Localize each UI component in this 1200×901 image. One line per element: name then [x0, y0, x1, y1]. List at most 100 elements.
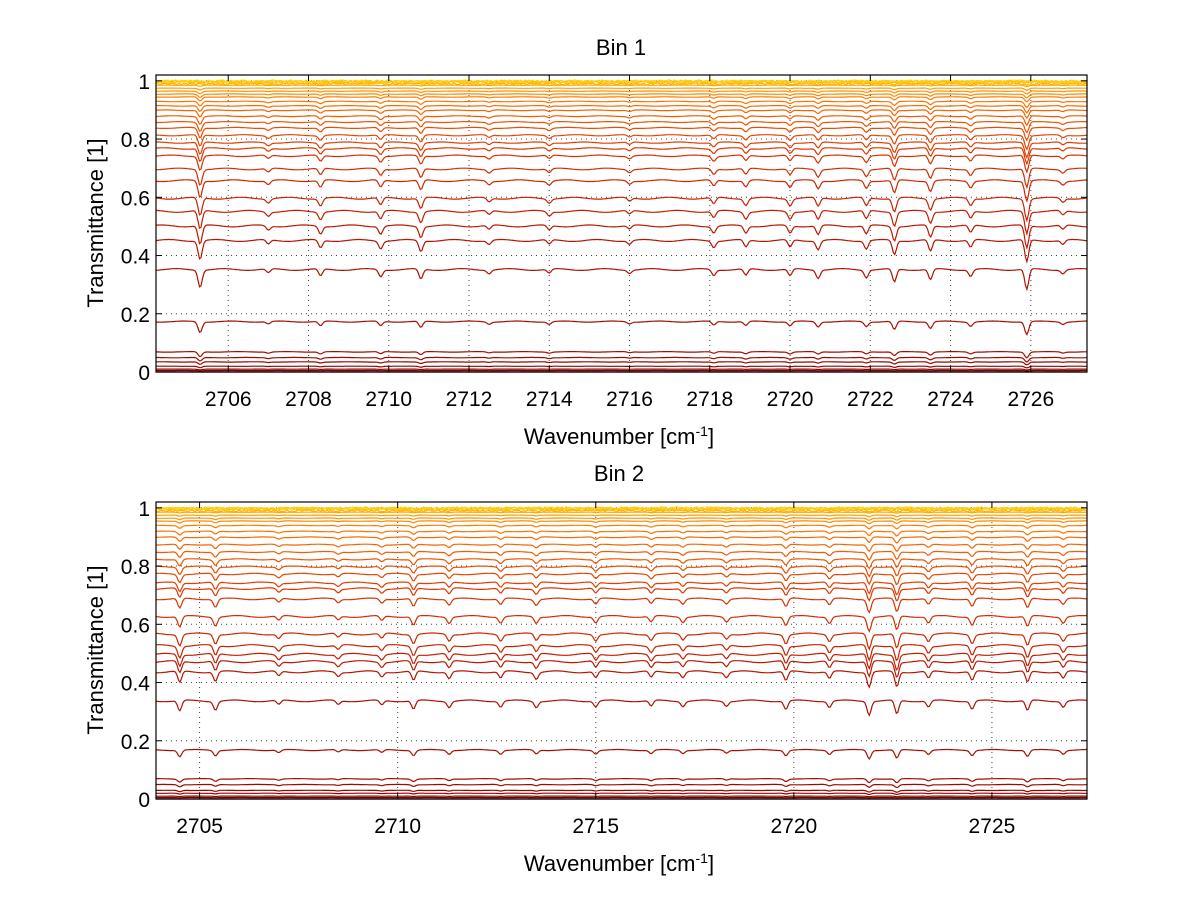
transmittance-series: [156, 104, 1087, 114]
y-tick-label: 0.6: [121, 614, 150, 637]
transmittance-series: [156, 543, 1087, 553]
transmittance-series: [156, 96, 1088, 103]
x-tick-label: 2710: [365, 388, 412, 411]
y-tick-label: 0.4: [121, 246, 151, 269]
y-axis-label: Transmittance [1]: [83, 138, 108, 307]
x-tick-label: 2720: [767, 388, 814, 411]
transmittance-series: [156, 572, 1088, 586]
transmittance-series: [155, 147, 1088, 166]
transmittance-series: [156, 351, 1087, 359]
y-tick-label: 0.8: [121, 556, 150, 579]
transmittance-series: [156, 121, 1087, 134]
plot-title: Bin 2: [594, 461, 644, 486]
transmittance-series: [156, 320, 1088, 336]
transmittance-series: [156, 369, 1087, 372]
x-axis-label: Wavenumber [cm-1]: [524, 850, 714, 876]
transmittance-series: [155, 509, 1088, 513]
y-tick-label: 0: [138, 362, 150, 385]
x-tick-label: 2705: [176, 815, 223, 838]
x-tick-label: 2714: [526, 388, 573, 411]
x-axis-label-end: ]: [708, 851, 714, 876]
transmittance-series: [156, 356, 1087, 363]
axes-box: [155, 501, 1088, 800]
transmittance-series: [156, 84, 1087, 88]
transmittance-series: [155, 368, 1087, 371]
x-axis-label-sup: -1: [696, 423, 709, 439]
transmittance-series: [156, 365, 1087, 369]
x-ticks: 2705 2710 2715 2720 2725: [176, 502, 1015, 838]
x-tick-label: 2708: [285, 388, 332, 411]
x-axis-label: Wavenumber [cm-1]: [524, 423, 714, 449]
y-tick-label: 1: [138, 498, 150, 521]
x-tick-label: 2712: [446, 388, 493, 411]
transmittance-series: [155, 267, 1088, 292]
x-tick-label: 2706: [205, 388, 252, 411]
plot-bin-2: Bin 2 2705 2710 2715 2720 2725 0 0.2 0.4 0.6 0.8…: [83, 461, 1088, 876]
transmittance-series: [155, 109, 1087, 119]
transmittance-series: [155, 79, 1088, 83]
x-tick-label: 2725: [969, 815, 1016, 838]
transmittance-series: [156, 783, 1087, 789]
y-tick-label: 1: [138, 71, 150, 94]
transmittance-series: [156, 792, 1087, 796]
transmittance-series: [155, 507, 1087, 512]
axes-box: [155, 74, 1088, 373]
transmittance-series: [155, 134, 1088, 151]
transmittance-series: [155, 90, 1087, 95]
transmittance-series: [156, 789, 1087, 793]
transmittance-series: [155, 179, 1088, 203]
transmittance-series: [156, 670, 1088, 689]
transmittance-series: [155, 93, 1087, 99]
y-axis-label: Transmittance [1]: [83, 565, 108, 734]
y-tick-label: 0.4: [121, 673, 151, 696]
transmittance-series: [156, 517, 1087, 521]
transmittance-series: [155, 614, 1088, 633]
transmittance-series: [155, 558, 1087, 570]
transmittance-series: [155, 565, 1088, 578]
transmittance-series: [155, 506, 1088, 510]
x-tick-label: 2724: [927, 388, 974, 411]
plot-bin-1: Bin 1 2706 2708 2710 2712 2714 2716 2718 2720 27…: [83, 35, 1088, 449]
transmittance-series: [155, 699, 1088, 717]
transmittance-series: [156, 126, 1088, 142]
transmittance-series: [156, 141, 1087, 160]
transmittance-series: [155, 209, 1088, 237]
transmittance-series: [155, 748, 1087, 760]
series-curves: [155, 506, 1088, 800]
y-ticks: 0 0.2 0.4 0.6 0.8 1: [121, 71, 1087, 385]
x-tick-label: 2720: [770, 815, 817, 838]
x-tick-label: 2718: [686, 388, 733, 411]
y-ticks: 0 0.2 0.4 0.6 0.8 1: [121, 498, 1087, 812]
x-tick-label: 2716: [606, 388, 653, 411]
transmittance-series: [156, 514, 1087, 518]
transmittance-series: [156, 115, 1088, 127]
transmittance-series: [155, 536, 1087, 544]
transmittance-series: [155, 224, 1087, 251]
y-tick-label: 0.6: [121, 187, 150, 210]
transmittance-series: [156, 795, 1087, 798]
x-axis-label-text: Wavenumber [cm: [524, 851, 696, 876]
transmittance-series: [156, 524, 1087, 530]
x-tick-label: 2710: [374, 815, 421, 838]
transmittance-series: [155, 167, 1088, 190]
transmittance-series: [156, 100, 1088, 109]
transmittance-series: [156, 550, 1088, 562]
transmittance-series: [155, 660, 1088, 678]
transmittance-series: [156, 87, 1087, 91]
transmittance-series: [155, 581, 1087, 596]
x-axis-label-end: ]: [708, 424, 714, 449]
y-tick-label: 0.8: [121, 129, 150, 152]
x-axis-label-sup: -1: [696, 850, 709, 866]
transmittance-series: [155, 82, 1088, 87]
x-tick-label: 2726: [1007, 388, 1054, 411]
transmittance-series: [156, 530, 1088, 537]
transmittance-series: [155, 587, 1088, 602]
y-tick-label: 0: [138, 789, 150, 812]
transmittance-series: [155, 632, 1088, 651]
x-tick-label: 2722: [847, 388, 894, 411]
transmittance-series: [156, 511, 1087, 514]
x-ticks: 2706 2708 2710 2712 2714 2716 2718 2720 2722 2724…: [205, 75, 1054, 411]
transmittance-series: [155, 154, 1088, 174]
transmittance-series: [155, 652, 1088, 671]
